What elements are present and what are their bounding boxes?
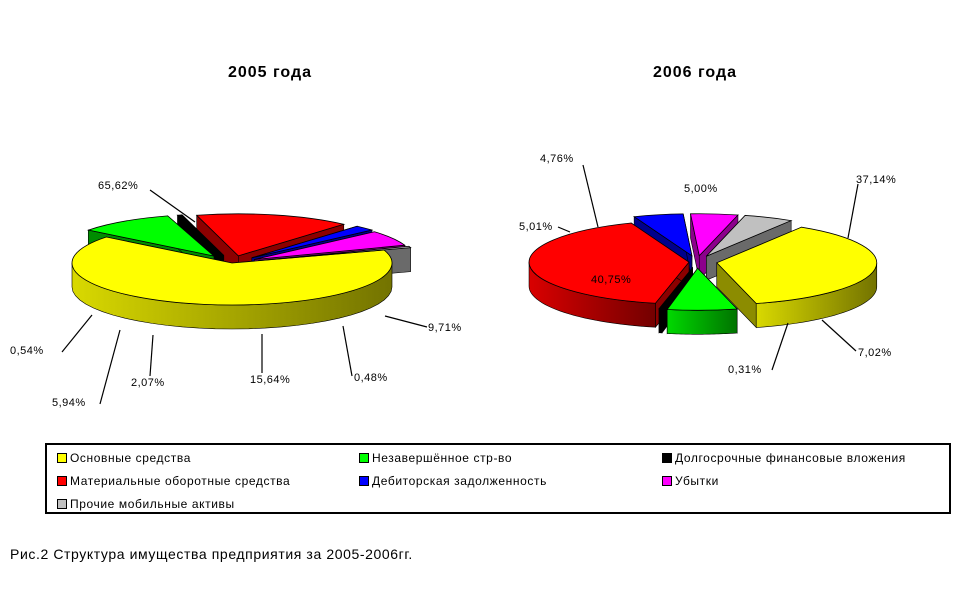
data-label: 9,71% [428, 322, 462, 334]
pie-slice-rim [666, 308, 738, 335]
leader-line [821, 319, 857, 352]
data-label: 4,76% [540, 153, 574, 165]
legend-swatch [359, 476, 369, 486]
legend-swatch [57, 453, 67, 463]
data-label: 5,94% [52, 397, 86, 409]
legend-item: Дебиторская задолженность [359, 474, 547, 488]
legend-label: Дебиторская задолженность [372, 474, 547, 488]
pie-slice-Материальные оборотные средства [195, 213, 346, 257]
leader-line [771, 322, 789, 371]
pie-charts: 65,62% 9,71% 0,48% 15,64% 2,07% 5,94% 0,54% 37,… [10, 153, 896, 409]
legend-item: Убытки [662, 474, 719, 488]
legend-item: Долгосрочные финансовые вложения [662, 451, 906, 465]
data-label: 5,01% [519, 221, 553, 233]
legend-swatch [57, 476, 67, 486]
data-label: 7,02% [858, 347, 892, 359]
pie-slice-Основные средства [71, 236, 393, 306]
legend-label: Материальные оборотные средства [70, 474, 291, 488]
data-label: 0,31% [728, 364, 762, 376]
data-label: 0,54% [10, 345, 44, 357]
data-label: 40,75% [591, 274, 631, 286]
legend-swatch [57, 499, 67, 509]
pie-1: 37,14% 7,02% 0,31% 40,75% 5,01% 4,76% 5,00% [519, 153, 896, 376]
pie-slice-Долгосрочные финансовые вложения [658, 267, 693, 310]
data-label: 2,07% [131, 377, 165, 389]
data-label: 5,00% [684, 183, 718, 195]
legend: Основные средства Незавершённое стр-во Д… [45, 443, 951, 514]
legend-label: Прочие мобильные активы [70, 497, 235, 511]
data-label: 0,48% [354, 372, 388, 384]
leader-line [342, 325, 353, 377]
pie-slice-rim [658, 308, 663, 334]
pie-0: 65,62% 9,71% 0,48% 15,64% 2,07% 5,94% 0,54% [10, 180, 462, 409]
pie-slice-Материальные оборотные средства [528, 222, 690, 304]
leader-line [61, 314, 93, 353]
pie-slice-Основные средства [716, 226, 878, 304]
legend-swatch [359, 453, 369, 463]
pie-slice-Незавершённое стр-во [666, 267, 739, 311]
legend-label: Убытки [675, 474, 719, 488]
data-label: 15,64% [250, 374, 290, 386]
legend-label: Незавершённое стр-во [372, 451, 513, 465]
pie-slice-Прочие мобильные активы [706, 215, 793, 257]
pie-slice-Дебиторская задолженность [633, 213, 693, 257]
pie-slice-Убытки [254, 231, 406, 260]
leader-line [847, 183, 859, 239]
leader-line [99, 329, 121, 405]
leader-line [149, 189, 196, 223]
legend-item: Прочие мобильные активы [57, 497, 235, 511]
legend-swatch [662, 476, 672, 486]
legend-item: Незавершённое стр-во [359, 451, 512, 465]
leader-line [384, 315, 428, 328]
pie-slice-Прочие мобильные активы [258, 245, 412, 262]
chart-title-2005: 2005 года [227, 64, 313, 81]
leader-line [557, 226, 571, 233]
leader-line [149, 334, 154, 377]
chart-title-2006: 2006 года [652, 64, 738, 81]
figure-caption: Рис.2 Структура имущества предприятия за… [10, 546, 413, 562]
legend-item: Основные средства [57, 451, 191, 465]
data-label: 65,62% [98, 180, 138, 192]
legend-swatch [662, 453, 672, 463]
legend-label: Долгосрочные финансовые вложения [675, 451, 906, 465]
pie-slice-Убытки [690, 213, 739, 257]
data-label: 37,14% [856, 174, 896, 186]
leader-line [582, 164, 599, 228]
pie-slice-Дебиторская задолженность [251, 225, 374, 259]
pie-slice-Долгосрочные финансовые вложения [176, 214, 225, 256]
legend-label: Основные средства [70, 451, 191, 465]
legend-item: Материальные оборотные средства [57, 474, 290, 488]
pie-slice-Незавершённое стр-во [86, 215, 216, 257]
